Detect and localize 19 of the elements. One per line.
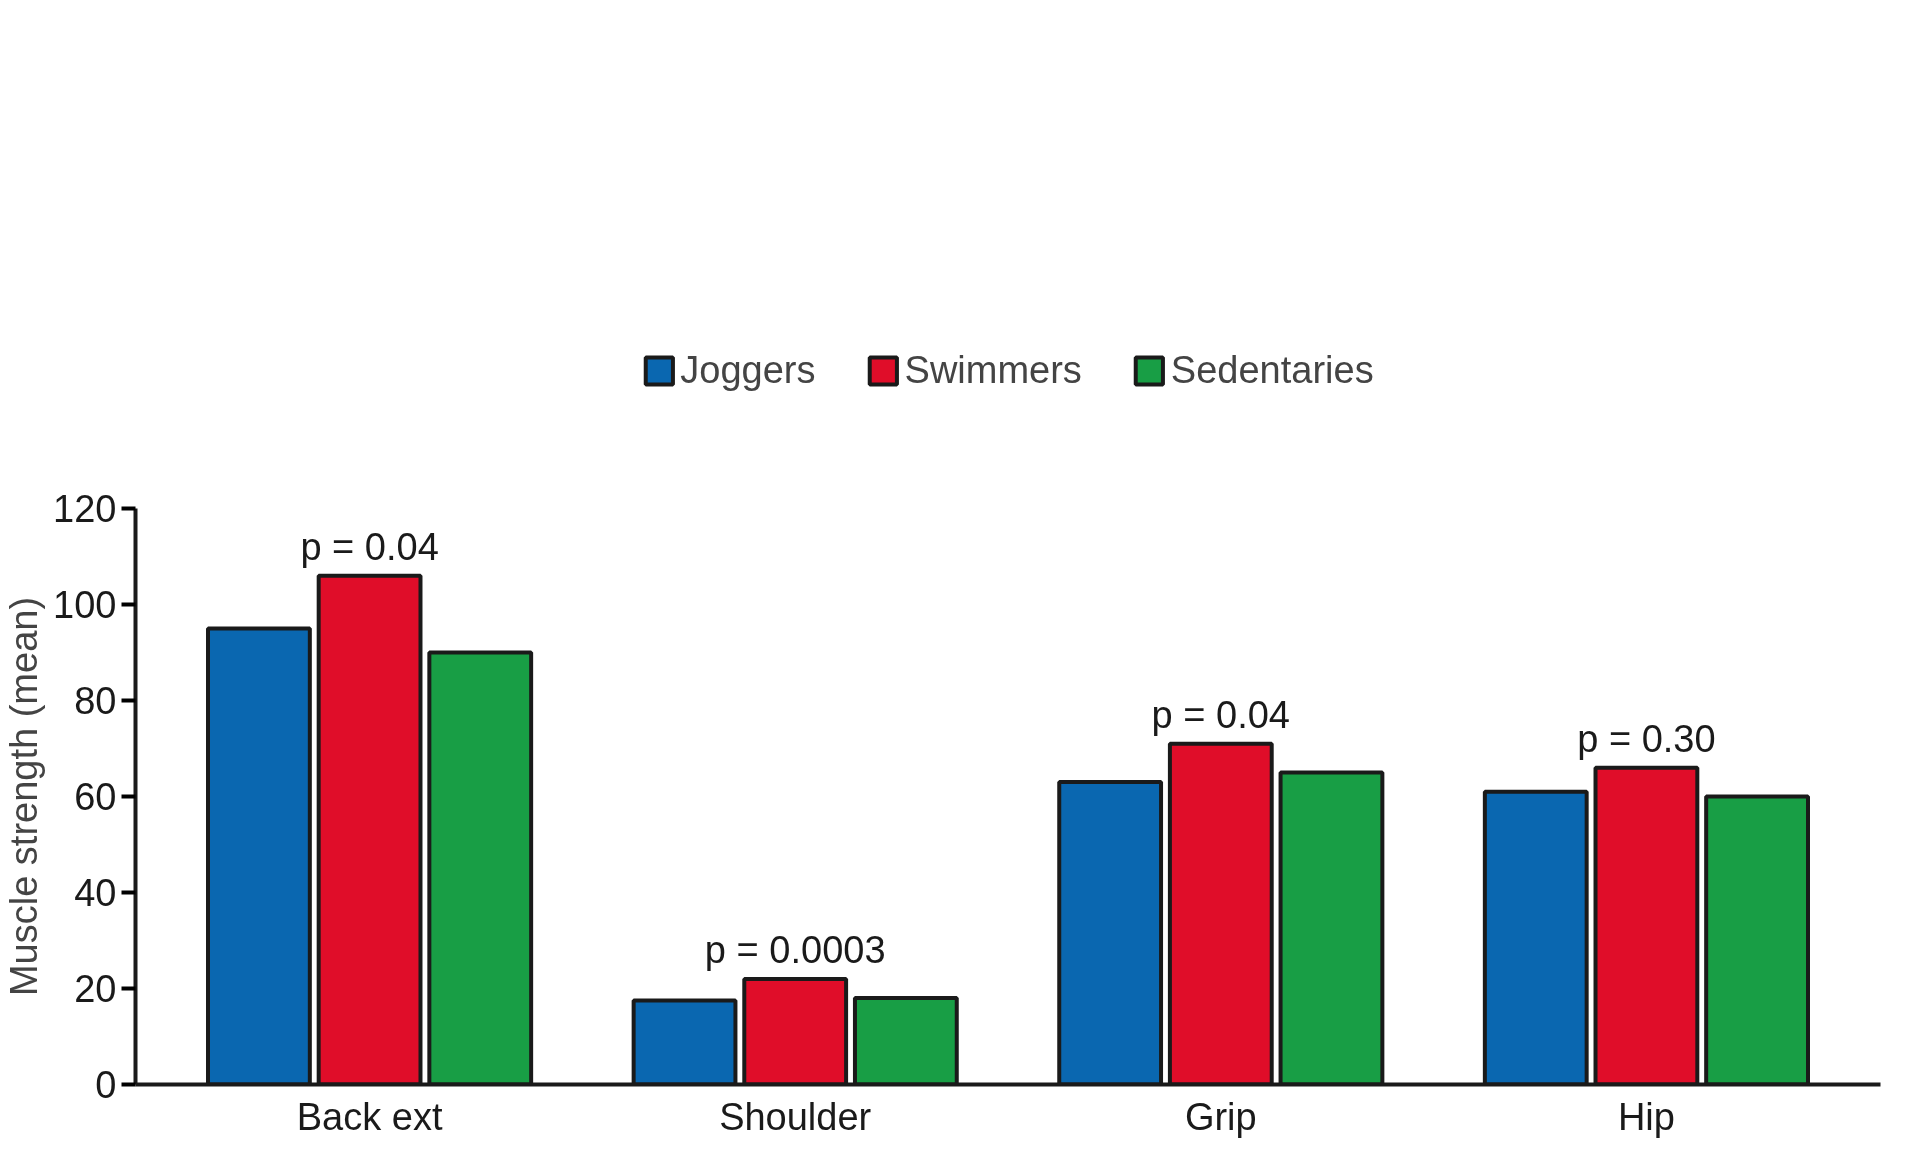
legend-label: Joggers [680,348,816,392]
annotation: p = 0.04 [300,525,439,568]
legend-label: Swimmers [904,348,1082,392]
y-tick-label: 100 [53,584,117,626]
annotation: p = 0.0003 [704,928,886,971]
x-tick-label: Back ext [296,1095,443,1138]
annotation: p = 0.30 [1577,717,1716,760]
y-axis-title: Muscle strength (mean) [3,596,46,997]
x-tick-label: Shoulder [719,1095,872,1138]
y-tick-label: 80 [74,680,117,722]
y-tick-label: 40 [74,872,117,914]
y-tick-label: 120 [53,488,117,530]
y-tick-label: 20 [74,968,117,1010]
y-tick-label: 60 [74,776,117,818]
x-tick-label: Hip [1617,1095,1675,1138]
y-tick-label: 0 [95,1064,117,1106]
annotation: p = 0.04 [1151,693,1291,736]
legend-label: Sedentaries [1170,348,1374,392]
x-tick-label: Grip [1184,1095,1257,1138]
